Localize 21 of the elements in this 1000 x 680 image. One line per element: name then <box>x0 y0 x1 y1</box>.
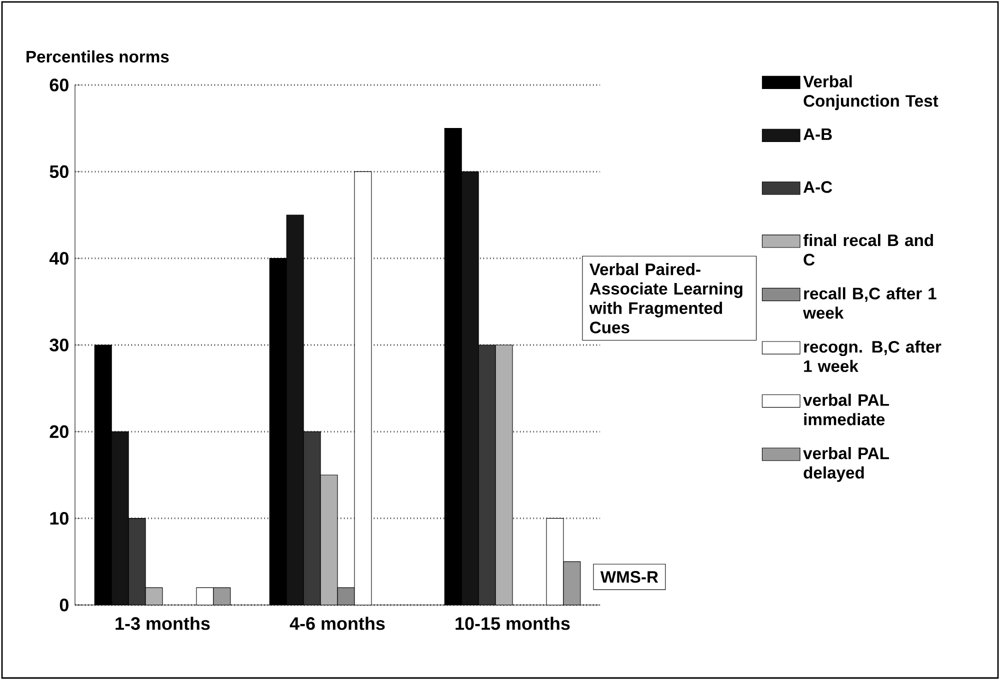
legend-label: verbal PAL delayed <box>803 447 889 482</box>
y-tick-label: 10 <box>50 512 68 525</box>
legend-label: recogn. B,C after 1 week <box>804 340 942 372</box>
y-tick-label: 60 <box>50 78 68 92</box>
annotation: Verbal Paired-Associate Learning with Fragmented Cues <box>589 263 742 334</box>
legend-label: A-B <box>803 128 832 140</box>
text: WMS-R <box>600 571 658 583</box>
legend-label: verbal PAL immediate <box>803 394 889 426</box>
legend-label: A-C <box>803 181 832 193</box>
legend-label: recall B,C after 1 week <box>803 287 936 319</box>
legend-label: final recal B and C <box>803 234 933 266</box>
y-tick-label: 50 <box>50 165 68 178</box>
legend-label: Verbal Conjunction Test <box>803 75 938 110</box>
x-tick-label: 4-6 months <box>290 616 385 630</box>
x-tick-label: 1-3 months <box>116 616 210 630</box>
y-tick-label: 40 <box>49 252 68 265</box>
y-tick-label: 0 <box>60 598 68 612</box>
y-tick-label: 20 <box>50 425 68 438</box>
y-tick-label: 30 <box>50 338 68 352</box>
x-tick-label: 10-15 months <box>456 616 570 630</box>
y-axis-title: Percentiles norms <box>26 50 169 63</box>
